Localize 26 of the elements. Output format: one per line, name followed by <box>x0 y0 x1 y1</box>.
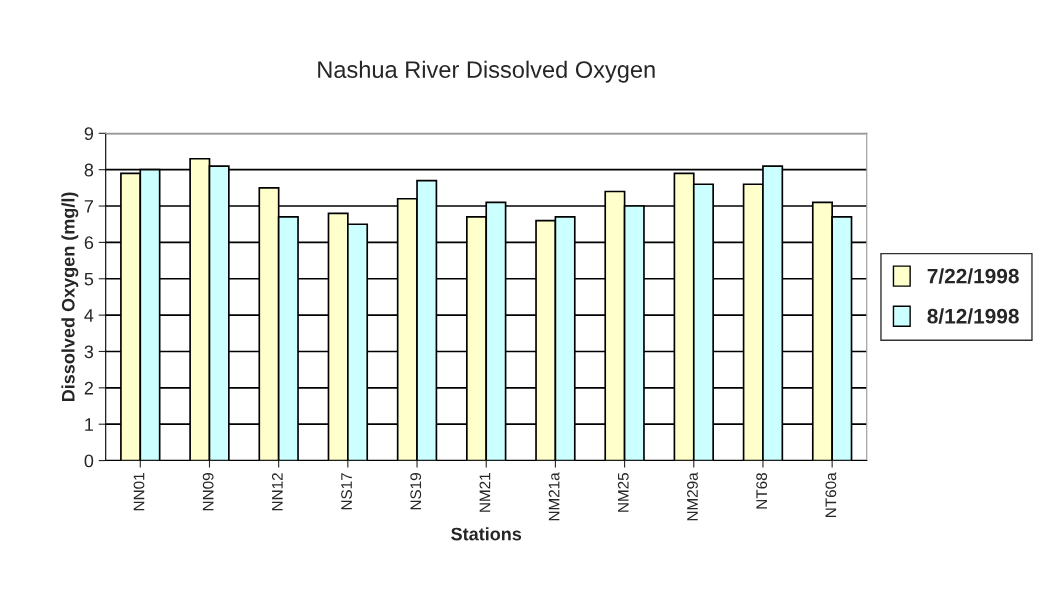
y-tick-label: 5 <box>84 272 94 286</box>
y-tick-label: 9 <box>84 127 94 141</box>
y-tick-label: 7 <box>84 200 93 213</box>
x-tick-label: NS17 <box>341 473 352 510</box>
x-tick-label: NM21 <box>479 473 491 512</box>
x-tick-label: NT60a <box>825 472 837 517</box>
x-axis-title: Stations <box>451 527 522 541</box>
x-tick-label: NN12 <box>271 473 283 511</box>
y-tick-label: 0 <box>84 454 94 468</box>
x-tick-label: NN09 <box>202 473 214 511</box>
y-tick-label: 1 <box>85 418 94 431</box>
x-tick-label: NN01 <box>133 473 145 511</box>
y-tick-label: 8 <box>84 163 94 177</box>
y-tick-label: 4 <box>84 309 94 322</box>
y-tick-label: 3 <box>84 345 94 359</box>
y-tick-label: 2 <box>84 381 93 395</box>
chart-title: Nashua River Dissolved Oxygen <box>318 60 655 83</box>
x-tick-label: NM21a <box>548 472 560 521</box>
y-axis-title: Dissolved Oxygen (mg/l) <box>61 192 79 402</box>
legend-label: 8/12/1998 <box>927 308 1019 324</box>
legend-label: 7/22/1998 <box>927 268 1019 284</box>
x-tick-label: NM25 <box>617 473 629 512</box>
x-tick-label: NT68 <box>756 473 768 509</box>
x-tick-label: NM29a <box>687 472 698 521</box>
y-tick-label: 6 <box>84 236 94 250</box>
x-tick-label: NS19 <box>410 473 422 510</box>
